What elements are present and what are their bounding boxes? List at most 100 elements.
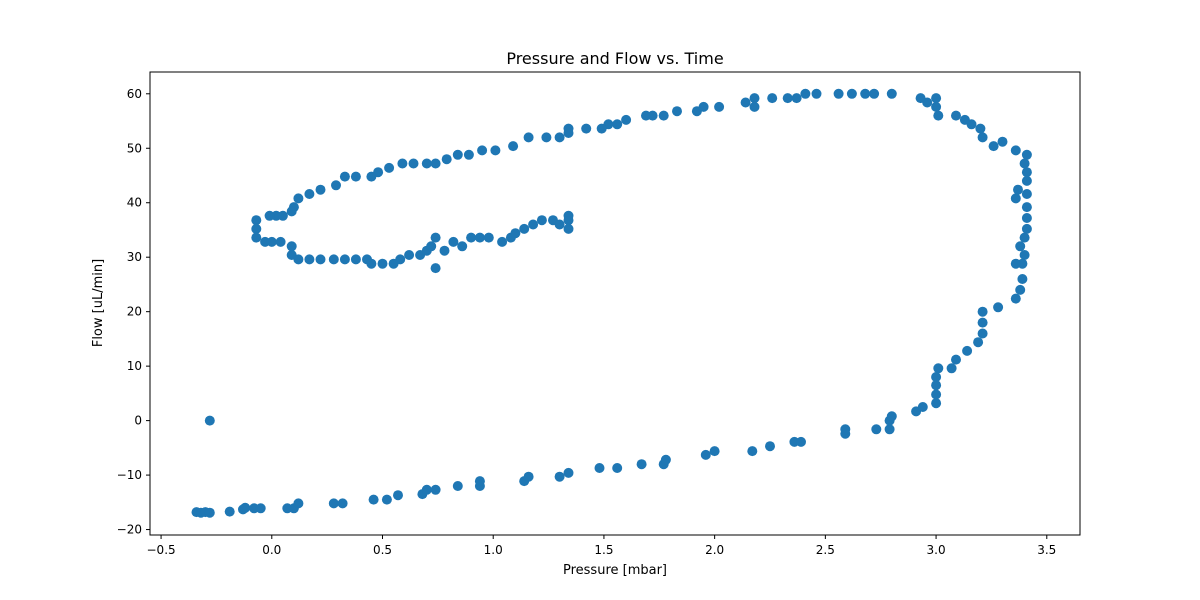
data-point — [523, 471, 534, 482]
data-point — [931, 372, 942, 382]
data-point — [596, 123, 607, 134]
data-point — [993, 302, 1004, 313]
data-point — [350, 171, 361, 182]
chart-title: Pressure and Flow vs. Time — [506, 49, 723, 68]
data-point — [275, 236, 286, 247]
data-point — [1021, 213, 1032, 223]
data-point — [931, 380, 942, 391]
data-point — [457, 241, 468, 252]
data-point — [328, 254, 339, 265]
data-point — [765, 441, 775, 452]
data-point — [636, 459, 647, 470]
data-point — [430, 158, 441, 169]
data-point — [886, 411, 897, 422]
y-axis-label: Flow [uL/min] — [91, 259, 106, 347]
data-point — [962, 345, 973, 356]
data-point — [397, 158, 408, 169]
data-point — [749, 93, 760, 104]
data-point — [740, 97, 751, 108]
data-point — [477, 145, 488, 156]
data-point — [709, 446, 720, 457]
data-point — [315, 254, 326, 265]
data-point — [869, 88, 880, 99]
data-point — [933, 110, 944, 121]
data-point — [251, 223, 262, 234]
data-point — [833, 88, 844, 99]
data-point — [594, 463, 605, 473]
data-point — [977, 328, 988, 339]
data-point — [672, 106, 682, 117]
data-point — [293, 254, 304, 265]
x-tick-label: 2.0 — [705, 543, 724, 557]
data-point — [997, 136, 1008, 147]
data-point — [421, 484, 432, 495]
data-point — [975, 123, 986, 134]
data-point — [240, 502, 251, 513]
data-point — [621, 114, 632, 125]
data-point — [466, 232, 477, 243]
data-point — [917, 402, 928, 412]
x-tick-label: 1.0 — [484, 543, 503, 557]
data-point — [977, 132, 988, 143]
data-point — [1019, 232, 1030, 243]
data-point — [251, 232, 262, 243]
data-point — [581, 123, 592, 134]
y-tick-label: 20 — [127, 305, 142, 319]
data-point — [439, 245, 450, 256]
data-point — [554, 471, 565, 482]
data-point — [266, 236, 277, 247]
data-point — [931, 101, 942, 112]
data-point — [860, 88, 871, 99]
x-tick-label: 3.0 — [927, 543, 946, 557]
data-point — [554, 219, 565, 230]
data-point — [1017, 274, 1028, 284]
data-point — [933, 363, 944, 374]
data-point — [430, 263, 441, 274]
y-tick-label: 0 — [134, 414, 142, 428]
data-point — [337, 498, 348, 509]
data-point — [384, 162, 395, 173]
data-point — [973, 337, 984, 348]
data-point — [264, 210, 275, 221]
data-point — [884, 424, 895, 435]
data-point — [931, 389, 942, 400]
data-point — [977, 306, 988, 317]
data-point — [988, 141, 999, 152]
data-point — [1019, 158, 1030, 169]
data-point — [528, 219, 539, 230]
data-point — [377, 258, 388, 269]
data-point — [660, 454, 671, 465]
data-point — [1010, 293, 1021, 304]
data-point — [304, 254, 315, 265]
data-point — [931, 398, 942, 409]
data-point — [1021, 189, 1032, 199]
data-point — [393, 490, 403, 501]
data-point — [811, 88, 822, 99]
data-point — [1021, 149, 1032, 160]
data-point — [339, 171, 350, 182]
y-tick-label: −20 — [117, 523, 142, 537]
data-point — [800, 88, 811, 99]
scatter-points — [191, 88, 1032, 518]
data-point — [1013, 184, 1023, 195]
data-point — [1021, 223, 1032, 234]
y-tick-label: −10 — [117, 468, 142, 482]
data-point — [452, 149, 463, 160]
data-point — [612, 119, 623, 130]
x-tick-label: 0.5 — [373, 543, 392, 557]
data-point — [224, 506, 235, 517]
x-tick-label: 2.5 — [816, 543, 835, 557]
x-tick-label: −0.5 — [147, 543, 176, 557]
x-tick-label: 3.5 — [1037, 543, 1056, 557]
data-point — [886, 88, 897, 99]
data-point — [1015, 284, 1026, 295]
data-point — [328, 498, 339, 509]
data-point — [612, 463, 623, 473]
data-point — [1021, 175, 1032, 186]
y-tick-label: 40 — [127, 196, 142, 210]
data-point — [951, 354, 961, 365]
data-point — [463, 149, 474, 160]
data-point — [554, 132, 565, 143]
data-point — [563, 223, 574, 234]
